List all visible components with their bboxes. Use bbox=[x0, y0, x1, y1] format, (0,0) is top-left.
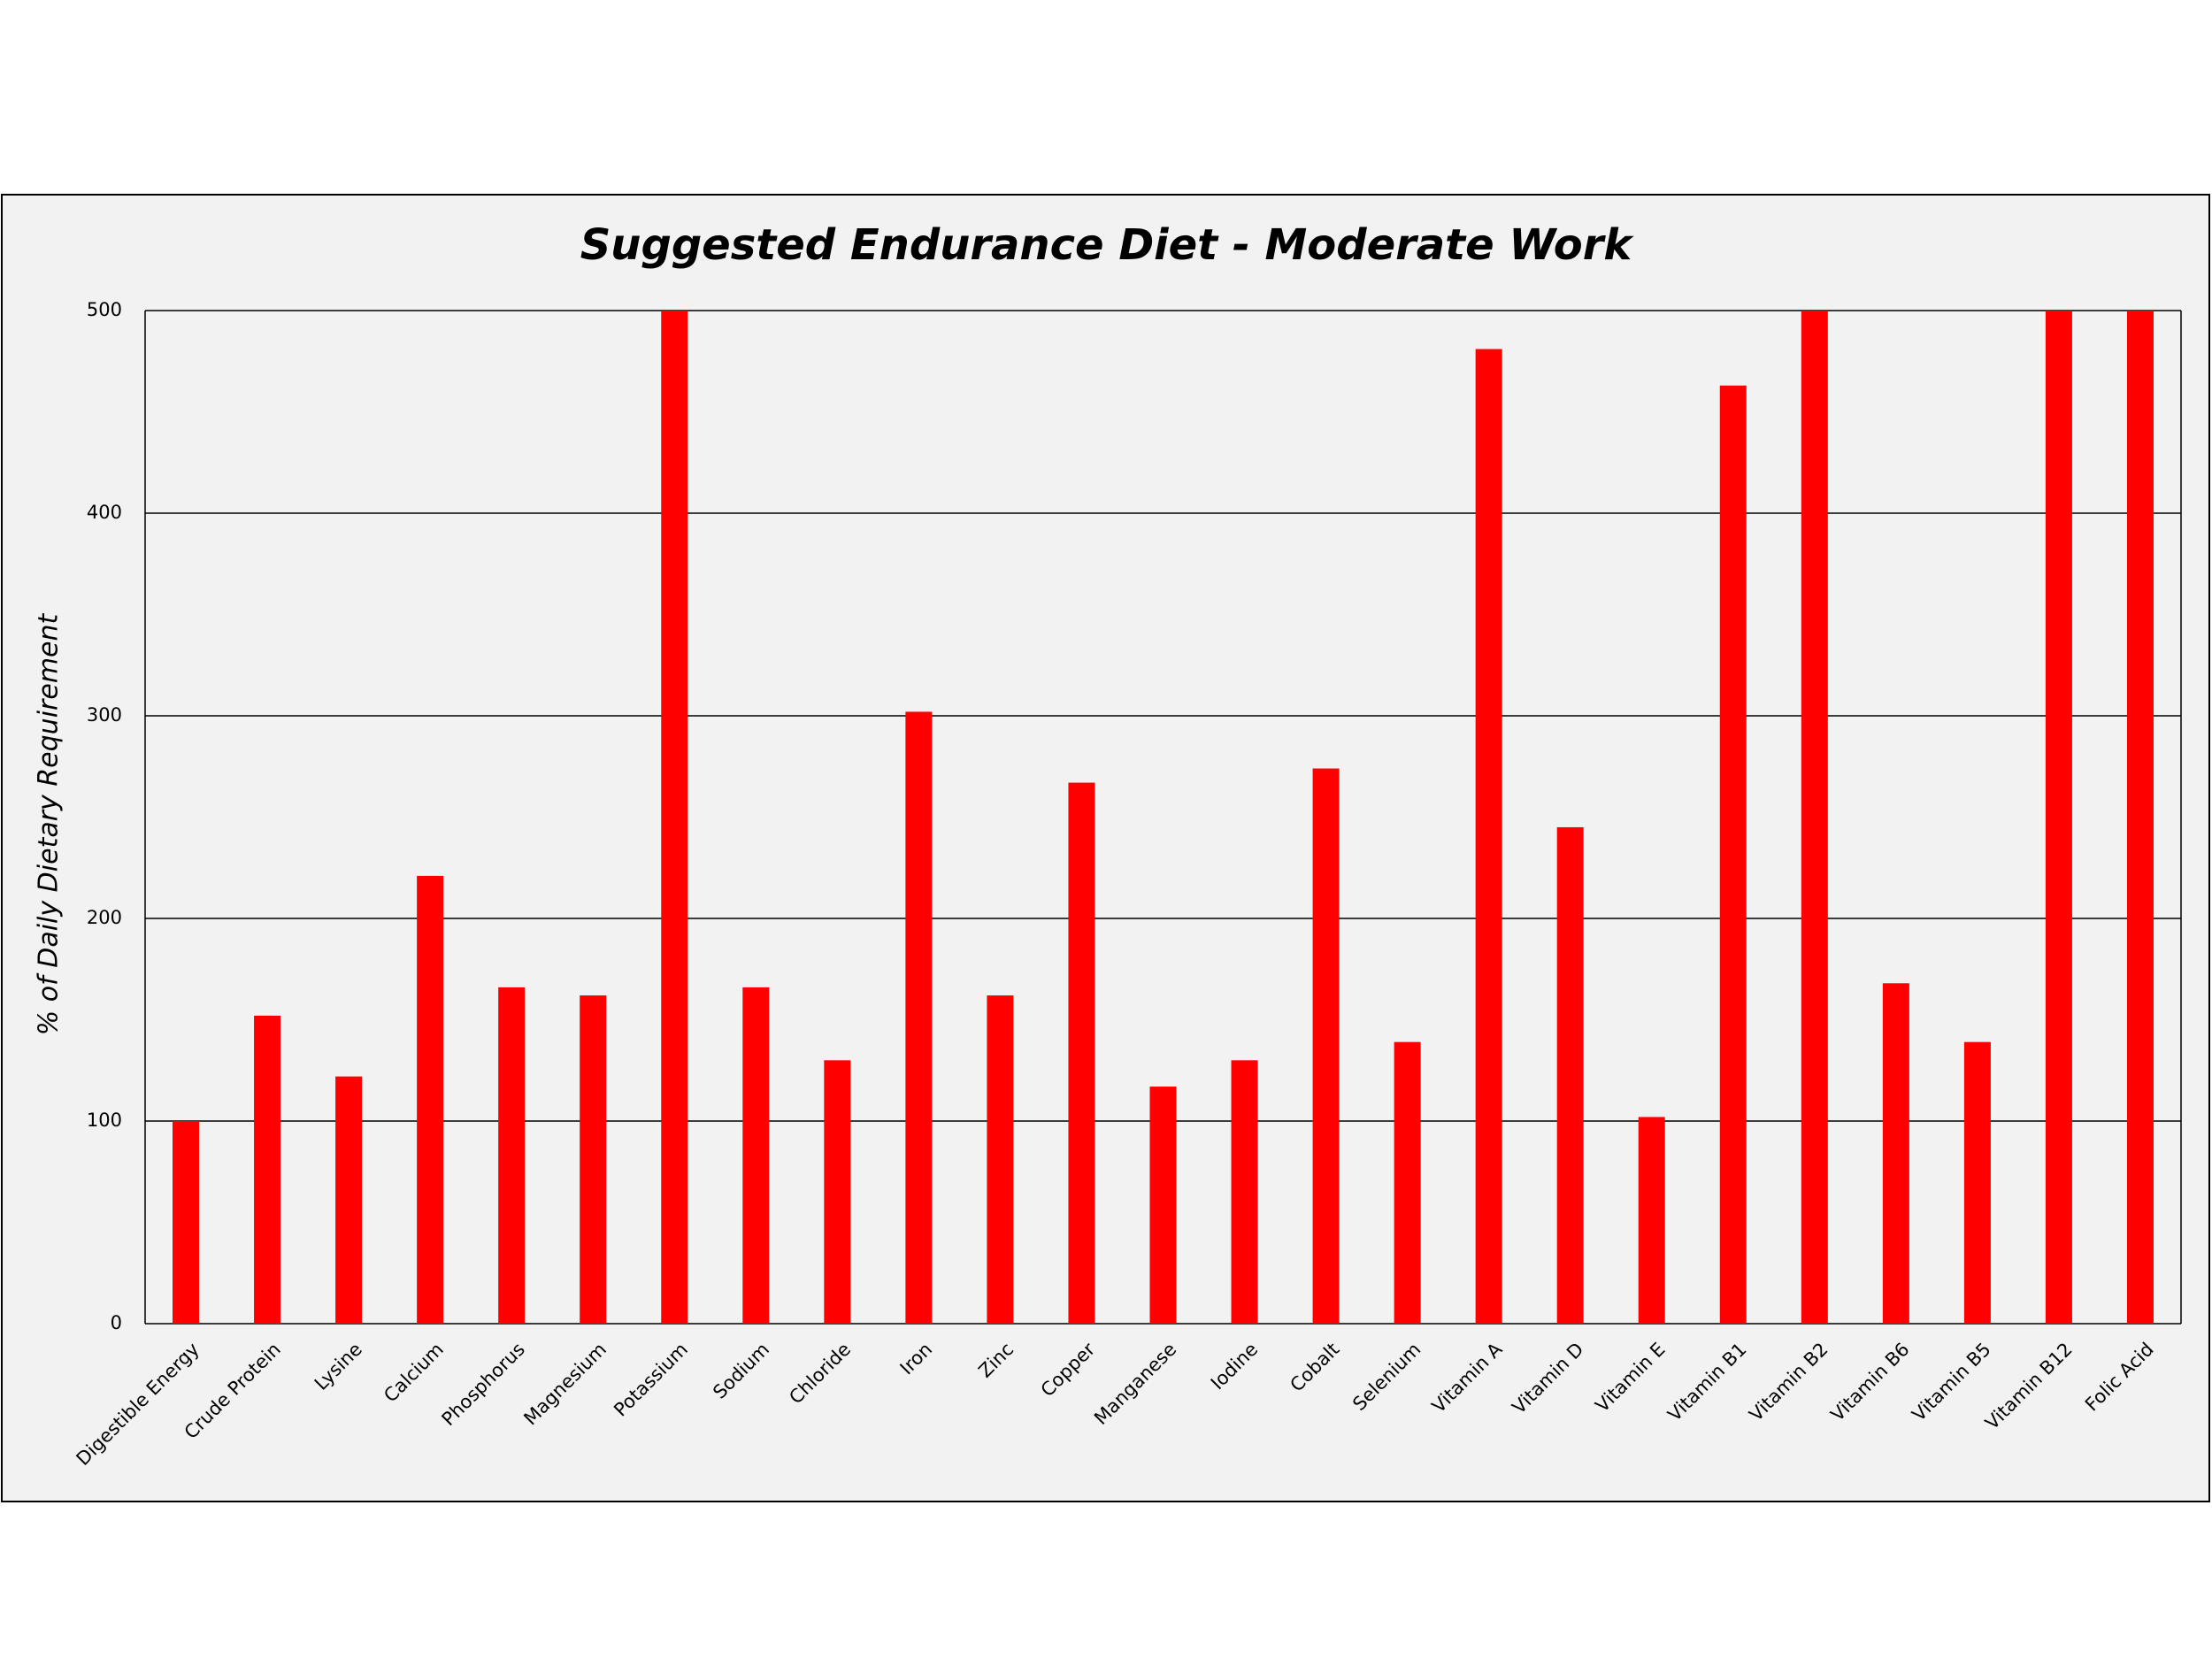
y-axis-label: % of Daily Dietary Requirement bbox=[34, 612, 65, 1035]
bar bbox=[1394, 1041, 1421, 1324]
bar bbox=[1149, 1087, 1177, 1324]
y-tick-label: 200 bbox=[87, 907, 122, 928]
bar bbox=[824, 1060, 851, 1324]
bar bbox=[661, 311, 688, 1324]
bar bbox=[1312, 768, 1340, 1324]
bar bbox=[254, 1015, 281, 1324]
bar bbox=[580, 995, 607, 1324]
bar bbox=[1475, 349, 1502, 1324]
y-tick-label: 300 bbox=[87, 704, 122, 726]
y-tick-label: 400 bbox=[87, 502, 122, 523]
bar bbox=[2045, 311, 2072, 1324]
y-tick-label: 0 bbox=[111, 1312, 122, 1333]
bar bbox=[1719, 385, 1747, 1325]
chart-title: Suggested Endurance Diet - Moderate Work bbox=[580, 220, 1635, 270]
y-tick-label: 100 bbox=[87, 1110, 122, 1131]
bar bbox=[1231, 1060, 1258, 1324]
bar bbox=[173, 1121, 200, 1324]
bar bbox=[905, 711, 933, 1324]
chart-frame bbox=[1, 194, 2210, 1502]
bar bbox=[335, 1076, 363, 1324]
bar bbox=[1638, 1117, 1665, 1324]
bar bbox=[1882, 983, 1909, 1324]
bar bbox=[987, 995, 1014, 1324]
bar bbox=[742, 987, 770, 1324]
bar bbox=[1068, 782, 1095, 1324]
bar bbox=[1963, 1041, 1991, 1324]
bar bbox=[417, 875, 444, 1324]
bar bbox=[2126, 311, 2154, 1324]
bar bbox=[1801, 311, 1828, 1324]
y-tick-label: 500 bbox=[87, 299, 122, 320]
bar bbox=[498, 987, 526, 1324]
bar bbox=[1556, 826, 1584, 1324]
